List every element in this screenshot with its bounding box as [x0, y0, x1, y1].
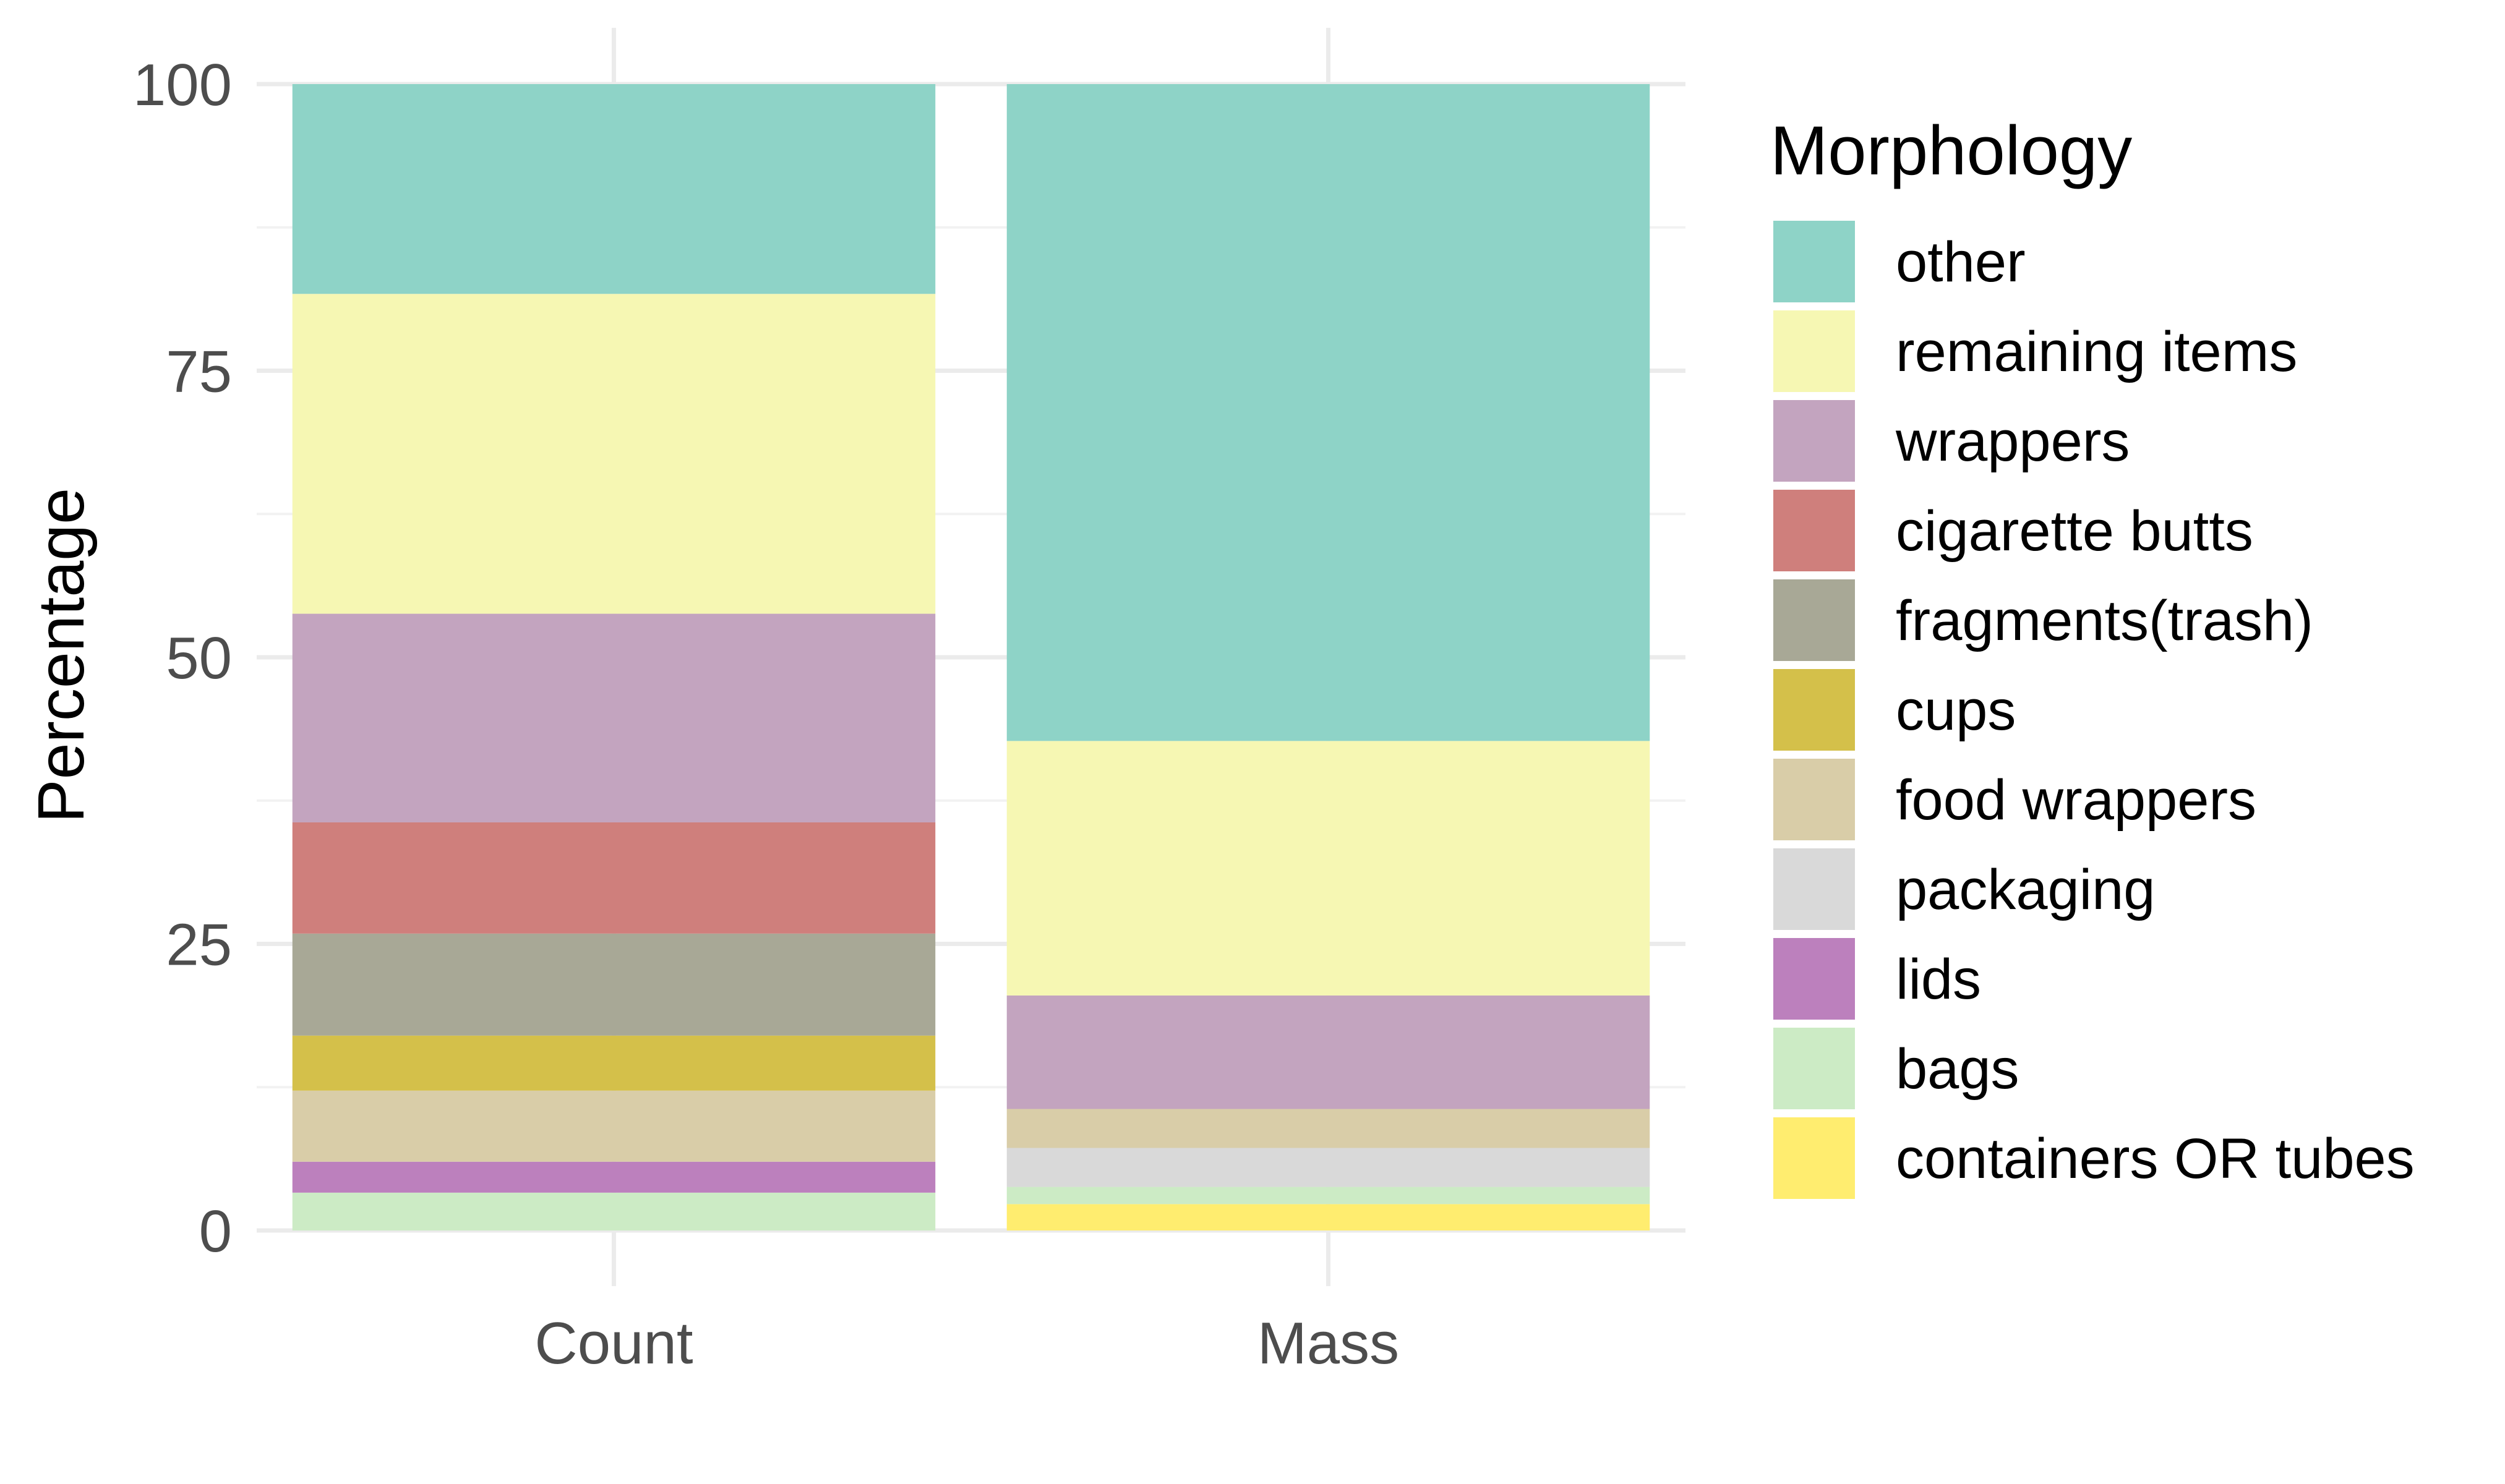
legend-item: bags — [1773, 1028, 2019, 1109]
legend-items: other remaining items wrappers cigarette bu… — [1773, 221, 2415, 1199]
bar-segment: cups: 4.8 — [292, 1035, 936, 1091]
bar-segment: wrappers: 18.2 — [292, 613, 936, 822]
legend-label: containers OR tubes — [1896, 1127, 2415, 1190]
bar-stacks: bags: 3.3lids: 2.7food wrappers: 6.2cups… — [292, 84, 1650, 1230]
y-tick-label: 75 — [166, 339, 232, 405]
legend-label: food wrappers — [1896, 769, 2256, 832]
legend-title: Morphology — [1770, 112, 2132, 189]
legend-swatch — [1773, 669, 1855, 751]
bar-segment: bags: 3.3 — [292, 1192, 936, 1230]
legend-label: fragments(trash) — [1896, 589, 2313, 652]
y-tick-label: 50 — [166, 625, 232, 691]
x-axis-ticks: Count Mass — [534, 1310, 1399, 1376]
y-tick-label: 0 — [199, 1198, 232, 1264]
legend-item: food wrappers — [1773, 759, 2256, 840]
legend: Morphology other remaining items wrappers c… — [1770, 112, 2415, 1199]
legend-swatch — [1773, 1028, 1855, 1109]
legend-label: wrappers — [1895, 410, 2130, 473]
legend-label: bags — [1896, 1038, 2019, 1101]
bar-segment: other: 57.3 — [1006, 84, 1650, 741]
legend-item: lids — [1773, 938, 1981, 1020]
legend-item: containers OR tubes — [1773, 1117, 2415, 1199]
bar-segment: cigarette butts: 9.7 — [292, 822, 936, 934]
legend-swatch — [1773, 221, 1855, 302]
legend-item: other — [1773, 221, 2026, 302]
bar-segment: containers OR tubes: 2.3 — [1006, 1204, 1650, 1230]
legend-swatch — [1773, 490, 1855, 571]
legend-label: packaging — [1896, 858, 2155, 921]
legend-label: remaining items — [1896, 320, 2297, 383]
legend-label: lids — [1896, 948, 1981, 1011]
legend-item: wrappers — [1773, 400, 2130, 482]
legend-item: cigarette butts — [1773, 490, 2253, 571]
bar-segment: food wrappers: 3.4 — [1006, 1109, 1650, 1148]
legend-swatch — [1773, 579, 1855, 661]
x-tick-label: Mass — [1257, 1310, 1399, 1376]
bar-segment: packaging: 3.4 — [1006, 1148, 1650, 1187]
x-tick-label: Count — [534, 1310, 693, 1376]
legend-swatch — [1773, 1117, 1855, 1199]
legend-label: other — [1896, 231, 2026, 294]
legend-item: fragments(trash) — [1773, 579, 2313, 661]
bar-segment: fragments(trash): 8.9 — [292, 933, 936, 1036]
bar-segment: remaining items: 27.9 — [292, 294, 936, 614]
bar-segment: remaining items: 22.2 — [1006, 741, 1650, 996]
bar-segment: food wrappers: 6.2 — [292, 1090, 936, 1162]
legend-label: cups — [1896, 679, 2016, 742]
bar-segment: other: 18.3 — [292, 84, 936, 294]
bar-segment: wrappers: 9.9 — [1006, 995, 1650, 1109]
y-tick-label: 100 — [133, 52, 232, 118]
y-axis-ticks: 0 25 50 75 100 — [133, 52, 232, 1264]
legend-item: packaging — [1773, 848, 2155, 930]
legend-label: cigarette butts — [1896, 500, 2253, 563]
y-axis-title: Percentage — [25, 488, 98, 823]
y-tick-label: 25 — [166, 912, 232, 978]
legend-swatch — [1773, 759, 1855, 840]
legend-swatch — [1773, 400, 1855, 482]
legend-swatch — [1773, 310, 1855, 392]
legend-swatch — [1773, 848, 1855, 930]
bar-segment: bags: 1.5 — [1006, 1187, 1650, 1205]
legend-swatch — [1773, 938, 1855, 1020]
legend-item: remaining items — [1773, 310, 2297, 392]
bar-segment: lids: 2.7 — [292, 1161, 936, 1193]
legend-item: cups — [1773, 669, 2016, 751]
